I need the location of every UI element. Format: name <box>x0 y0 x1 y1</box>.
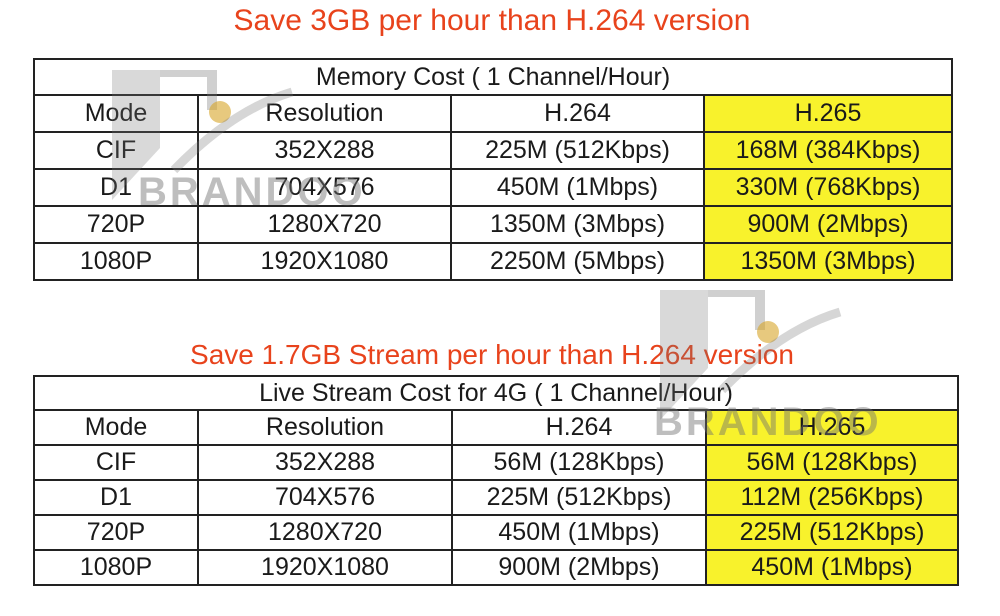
column-header-resolution: Resolution <box>197 94 452 133</box>
cell-h265: 1350M (3Mbps) <box>702 242 954 281</box>
heading-save-stream: Save 1.7GB Stream per hour than H.264 ve… <box>190 339 794 370</box>
table-row: CIF 352X288 56M (128Kbps) 56M (128Kbps) <box>33 444 959 481</box>
cell-mode: CIF <box>33 131 199 170</box>
cell-mode: CIF <box>33 444 199 481</box>
column-header-mode: Mode <box>33 409 199 446</box>
cell-h265: 900M (2Mbps) <box>702 205 954 244</box>
column-header-h265: H.265 <box>705 409 959 446</box>
cell-h265: 56M (128Kbps) <box>705 444 959 481</box>
cell-resolution: 352X288 <box>197 131 452 170</box>
table-row: CIF 352X288 225M (512Kbps) 168M (384Kbps… <box>33 131 954 170</box>
cell-resolution: 704X576 <box>197 168 452 207</box>
table-row: 1080P 1920X1080 900M (2Mbps) 450M (1Mbps… <box>33 549 959 586</box>
table-header-row: Mode Resolution H.264 H.265 <box>33 409 959 446</box>
cell-resolution: 1280X720 <box>197 514 453 551</box>
memory-cost-table: Memory Cost ( 1 Channel/Hour) Mode Resol… <box>32 58 954 281</box>
cell-resolution: 704X576 <box>197 479 453 516</box>
column-header-h265: H.265 <box>702 94 954 133</box>
cell-h264: 56M (128Kbps) <box>451 444 707 481</box>
column-header-h264: H.264 <box>451 409 707 446</box>
cell-h264: 900M (2Mbps) <box>451 549 707 586</box>
table-header-row: Mode Resolution H.264 H.265 <box>33 94 954 133</box>
table-row: 1080P 1920X1080 2250M (5Mbps) 1350M (3Mb… <box>33 242 954 281</box>
cell-resolution: 1920X1080 <box>197 242 452 281</box>
table-title: Memory Cost ( 1 Channel/Hour) <box>32 58 954 96</box>
cell-h265: 330M (768Kbps) <box>702 168 954 207</box>
cell-mode: 1080P <box>33 242 199 281</box>
cell-resolution: 1280X720 <box>197 205 452 244</box>
table-row: D1 704X576 225M (512Kbps) 112M (256Kbps) <box>33 479 959 516</box>
column-header-mode: Mode <box>33 94 199 133</box>
cell-resolution: 1920X1080 <box>197 549 453 586</box>
cell-h264: 225M (512Kbps) <box>450 131 705 170</box>
table-row: 720P 1280X720 1350M (3Mbps) 900M (2Mbps) <box>33 205 954 244</box>
table-row: 720P 1280X720 450M (1Mbps) 225M (512Kbps… <box>33 514 959 551</box>
cell-resolution: 352X288 <box>197 444 453 481</box>
cell-mode: D1 <box>33 168 199 207</box>
table-title: Live Stream Cost for 4G ( 1 Channel/Hour… <box>33 375 959 411</box>
cell-h265: 168M (384Kbps) <box>702 131 954 170</box>
cell-mode: D1 <box>33 479 199 516</box>
cell-h264: 2250M (5Mbps) <box>450 242 705 281</box>
cell-h265: 225M (512Kbps) <box>705 514 959 551</box>
column-header-resolution: Resolution <box>197 409 453 446</box>
cell-h264: 225M (512Kbps) <box>451 479 707 516</box>
live-stream-cost-table: Live Stream Cost for 4G ( 1 Channel/Hour… <box>33 375 959 586</box>
table-row: D1 704X576 450M (1Mbps) 330M (768Kbps) <box>33 168 954 207</box>
cell-h264: 450M (1Mbps) <box>451 514 707 551</box>
cell-h265: 450M (1Mbps) <box>705 549 959 586</box>
cell-mode: 720P <box>33 514 199 551</box>
heading-save-memory: Save 3GB per hour than H.264 version <box>233 4 751 37</box>
cell-h265: 112M (256Kbps) <box>705 479 959 516</box>
cell-mode: 1080P <box>33 549 199 586</box>
cell-h264: 1350M (3Mbps) <box>450 205 705 244</box>
column-header-h264: H.264 <box>450 94 705 133</box>
cell-h264: 450M (1Mbps) <box>450 168 705 207</box>
cell-mode: 720P <box>33 205 199 244</box>
